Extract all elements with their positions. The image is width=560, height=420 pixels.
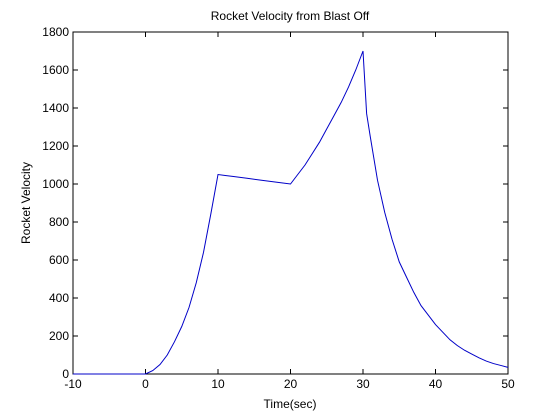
y-tick-label: 1800 — [42, 25, 69, 39]
y-tick-label: 400 — [49, 291, 69, 305]
x-tick-label: 10 — [211, 377, 225, 391]
x-tick-label: 50 — [501, 377, 515, 391]
x-axis-label: Time(sec) — [264, 397, 317, 411]
x-axis-tick-labels: -10 0 10 20 30 40 50 — [64, 377, 515, 391]
x-tick-label: 20 — [284, 377, 298, 391]
y-tick-label: 600 — [49, 253, 69, 267]
chart-title: Rocket Velocity from Blast Off — [211, 9, 370, 23]
series-layer — [73, 50, 509, 375]
y-tick-label: 200 — [49, 329, 69, 343]
x-tick-label: 40 — [429, 377, 443, 391]
y-tick-label: 1400 — [42, 101, 69, 115]
y-tick-label: 1200 — [42, 139, 69, 153]
x-tick-label: 30 — [356, 377, 370, 391]
y-tick-label: 1000 — [42, 177, 69, 191]
y-tick-label: 0 — [62, 367, 69, 381]
series-line — [73, 50, 509, 375]
x-tick-label: 0 — [142, 377, 149, 391]
x-tick-label: -10 — [64, 377, 82, 391]
plot-area-frame — [72, 31, 509, 375]
y-tick-label: 800 — [49, 215, 69, 229]
y-axis-tick-labels: 0 200 400 600 800 1000 1200 1400 1600 1800 — [42, 25, 69, 381]
y-axis-label: Rocket Velocity — [19, 162, 33, 244]
axis-ticks — [72, 31, 509, 375]
y-tick-label: 1600 — [42, 63, 69, 77]
